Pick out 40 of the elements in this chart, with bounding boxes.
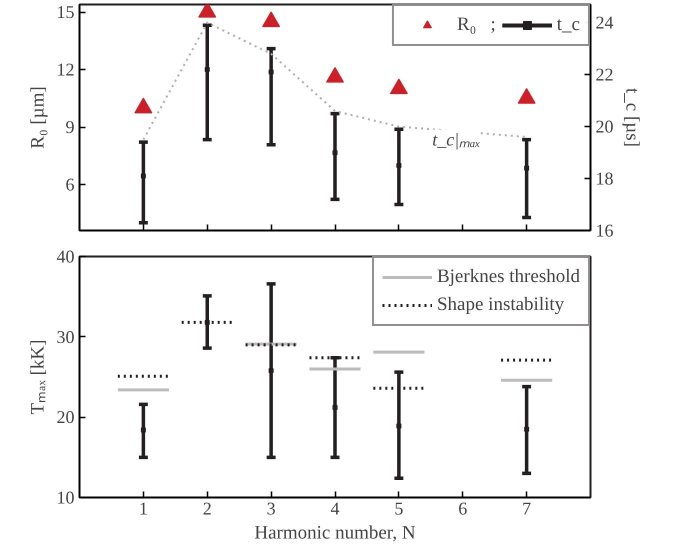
x-tick-label: 3 — [266, 498, 276, 518]
point — [332, 405, 338, 410]
x-tick-label: 2 — [202, 498, 212, 518]
y-axis-title: R₀ [µm] — [28, 86, 48, 149]
y-tick-label: 15 — [56, 2, 74, 22]
point — [332, 150, 338, 156]
y2-tick-label: 18 — [596, 168, 614, 189]
y-tick-label: 12 — [56, 60, 74, 80]
y-tick-label: 6 — [66, 174, 74, 195]
annotation: t_c|ₘₐₓ — [432, 130, 481, 150]
x-tick-label: 1 — [138, 498, 148, 518]
legend-label: t_c — [556, 14, 580, 36]
y2-tick-label: 24 — [596, 12, 614, 33]
point — [204, 66, 210, 72]
y2-axis-title: t_c [µs] — [622, 88, 642, 147]
y-tick-label: 40 — [56, 246, 74, 266]
point — [524, 426, 530, 432]
y-tick-label: 20 — [56, 407, 74, 428]
x-axis-title: Harmonic number, N — [254, 522, 416, 544]
x-tick-label: 6 — [458, 498, 468, 518]
y-axis-title: Tₘₐₓ [kK] — [28, 340, 48, 414]
point — [524, 166, 530, 171]
legend-label: Bjerknes threshold — [436, 266, 580, 288]
x-tick-label: 5 — [394, 498, 404, 518]
legend-label: R₀ ; — [456, 14, 496, 36]
legend-label: Shape instability — [436, 294, 564, 316]
y-tick-label: 9 — [66, 117, 74, 138]
point — [140, 173, 146, 178]
y-tick-label: 30 — [56, 326, 74, 347]
y2-tick-label: 22 — [596, 64, 614, 85]
x-tick-label: 7 — [522, 498, 532, 518]
y2-tick-label: 20 — [596, 116, 614, 137]
point — [268, 70, 274, 75]
point — [396, 424, 402, 429]
y2-tick-label: 16 — [596, 220, 614, 240]
point — [396, 163, 402, 168]
point — [140, 428, 146, 433]
y-tick-label: 10 — [56, 488, 74, 508]
x-tick-label: 4 — [330, 498, 340, 518]
point — [268, 368, 274, 374]
